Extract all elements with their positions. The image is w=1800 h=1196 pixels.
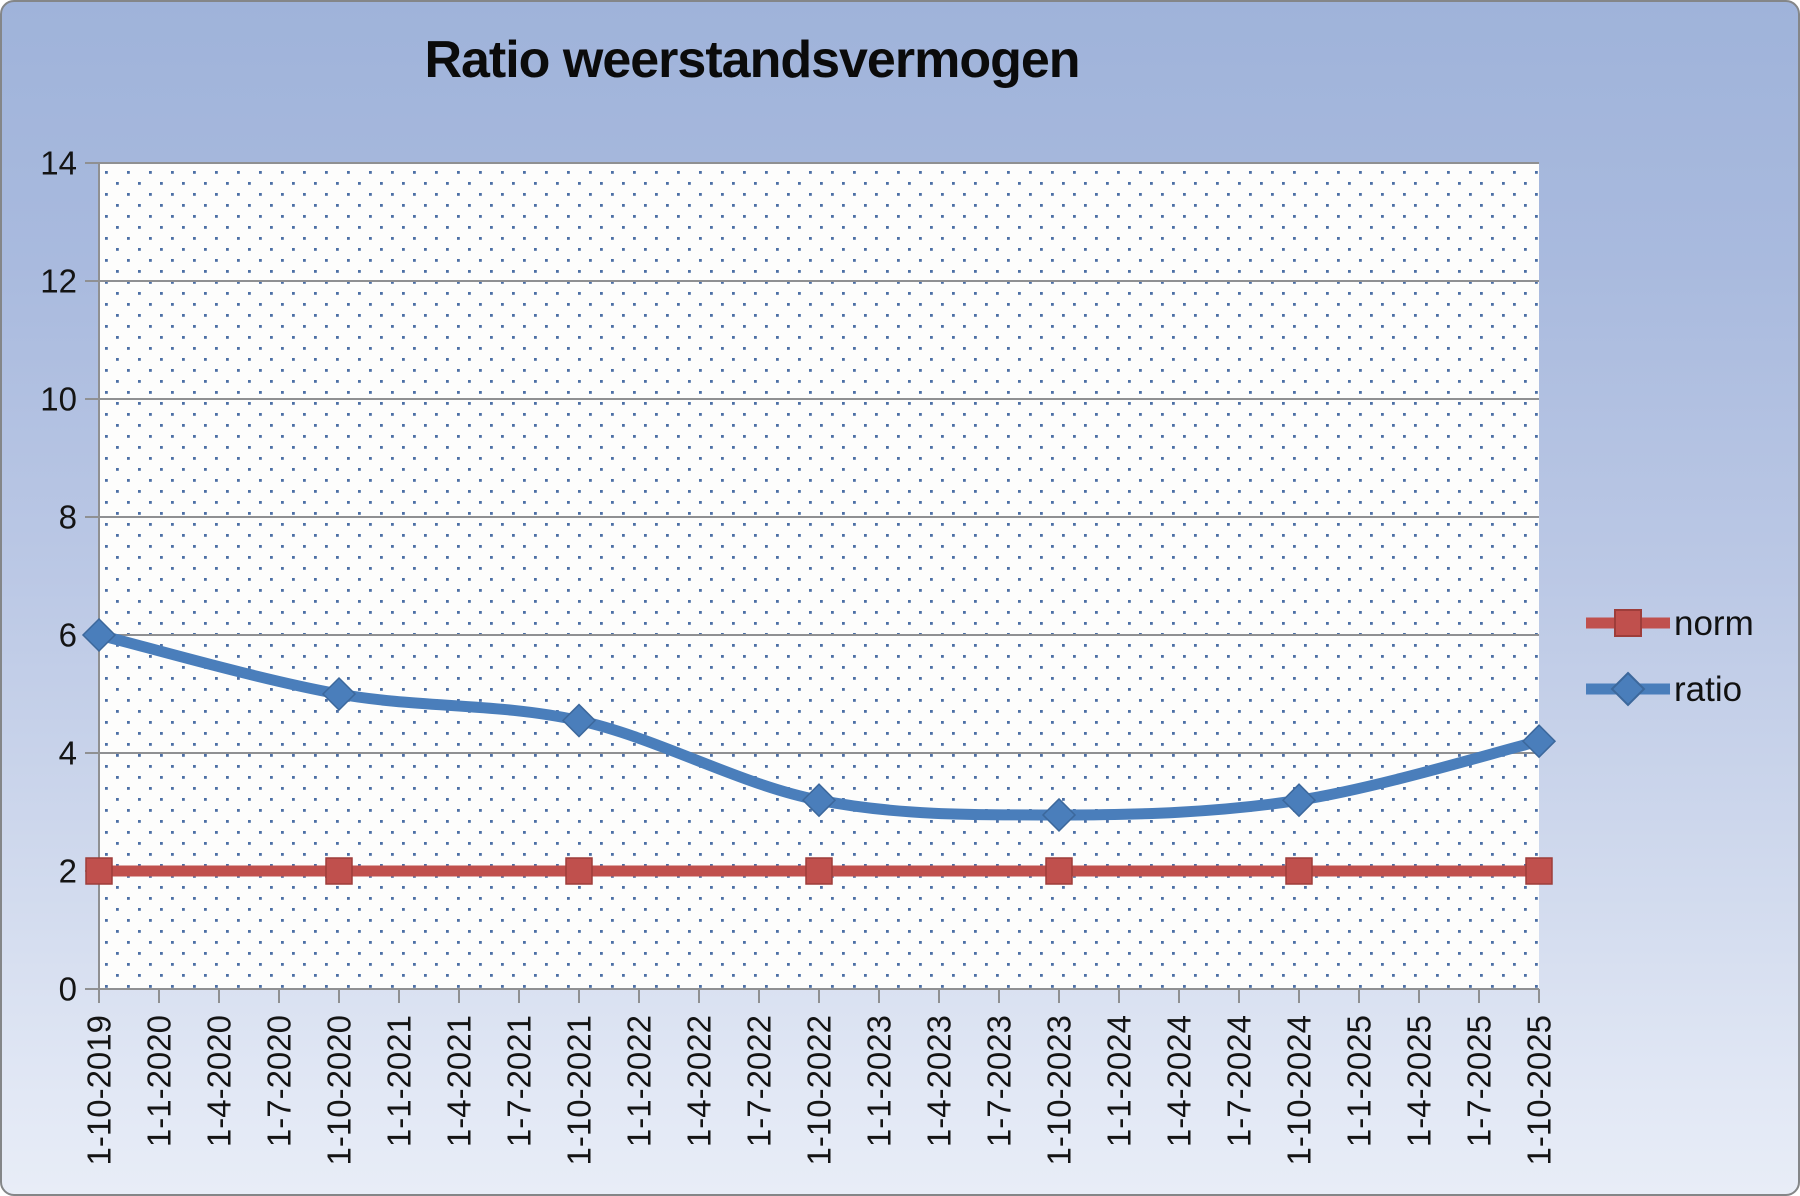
svg-text:1-4-2020: 1-4-2020 xyxy=(201,1015,238,1147)
ratio-series-markers xyxy=(81,617,1557,833)
svg-text:1-1-2025: 1-1-2025 xyxy=(1341,1015,1378,1147)
chart-title: Ratio weerstandsvermogen xyxy=(424,31,1080,89)
svg-text:1-10-2021: 1-10-2021 xyxy=(561,1015,598,1165)
legend-label-ratio: ratio xyxy=(1674,669,1743,709)
svg-text:14: 14 xyxy=(40,145,77,182)
svg-text:0: 0 xyxy=(59,971,77,1008)
svg-text:1-7-2020: 1-7-2020 xyxy=(261,1015,298,1147)
svg-text:1-10-2024: 1-10-2024 xyxy=(1281,1015,1318,1165)
svg-text:1-1-2023: 1-1-2023 xyxy=(861,1015,898,1147)
svg-text:1-7-2023: 1-7-2023 xyxy=(981,1015,1018,1147)
svg-text:1-4-2021: 1-4-2021 xyxy=(441,1015,478,1147)
svg-text:2: 2 xyxy=(59,853,77,890)
svg-text:1-7-2025: 1-7-2025 xyxy=(1461,1015,1498,1147)
svg-text:1-1-2024: 1-1-2024 xyxy=(1101,1015,1138,1147)
legend-item-ratio: ratio xyxy=(1584,666,1754,712)
svg-text:1-7-2022: 1-7-2022 xyxy=(741,1015,778,1147)
ratio-legend-marker-icon xyxy=(1586,671,1670,707)
svg-text:12: 12 xyxy=(40,263,77,300)
norm-legend-marker-icon xyxy=(1586,609,1670,637)
svg-text:1-10-2020: 1-10-2020 xyxy=(321,1015,358,1165)
svg-text:1-4-2023: 1-4-2023 xyxy=(921,1015,958,1147)
svg-text:8: 8 xyxy=(59,499,77,536)
x-axis-labels: 1-10-2019 1-1-2020 1-4-2020 1-7-2020 1-10-20… xyxy=(81,1015,1558,1165)
svg-text:1-4-2024: 1-4-2024 xyxy=(1161,1015,1198,1147)
svg-text:1-10-2019: 1-10-2019 xyxy=(81,1015,118,1165)
y-axis-labels: 0 2 4 6 8 10 12 14 xyxy=(40,145,77,1008)
svg-text:1-7-2024: 1-7-2024 xyxy=(1221,1015,1258,1147)
svg-text:1-1-2022: 1-1-2022 xyxy=(621,1015,658,1147)
norm-series-markers xyxy=(85,857,1553,885)
legend-label-norm: norm xyxy=(1674,603,1754,643)
svg-text:10: 10 xyxy=(40,381,77,418)
svg-text:1-7-2021: 1-7-2021 xyxy=(501,1015,538,1147)
svg-text:6: 6 xyxy=(59,617,77,654)
svg-text:4: 4 xyxy=(59,735,77,772)
svg-text:1-4-2022: 1-4-2022 xyxy=(681,1015,718,1147)
legend-item-norm: norm xyxy=(1584,600,1754,646)
svg-text:1-10-2022: 1-10-2022 xyxy=(801,1015,838,1165)
x-axis-ticks xyxy=(98,989,1540,1003)
svg-text:1-10-2025: 1-10-2025 xyxy=(1521,1015,1558,1165)
plot-background xyxy=(99,163,1539,989)
svg-text:1-1-2020: 1-1-2020 xyxy=(141,1015,178,1147)
svg-text:1-10-2023: 1-10-2023 xyxy=(1041,1015,1078,1165)
svg-text:1-4-2025: 1-4-2025 xyxy=(1401,1015,1438,1147)
svg-text:1-1-2021: 1-1-2021 xyxy=(381,1015,418,1147)
legend: norm ratio xyxy=(1584,600,1754,712)
